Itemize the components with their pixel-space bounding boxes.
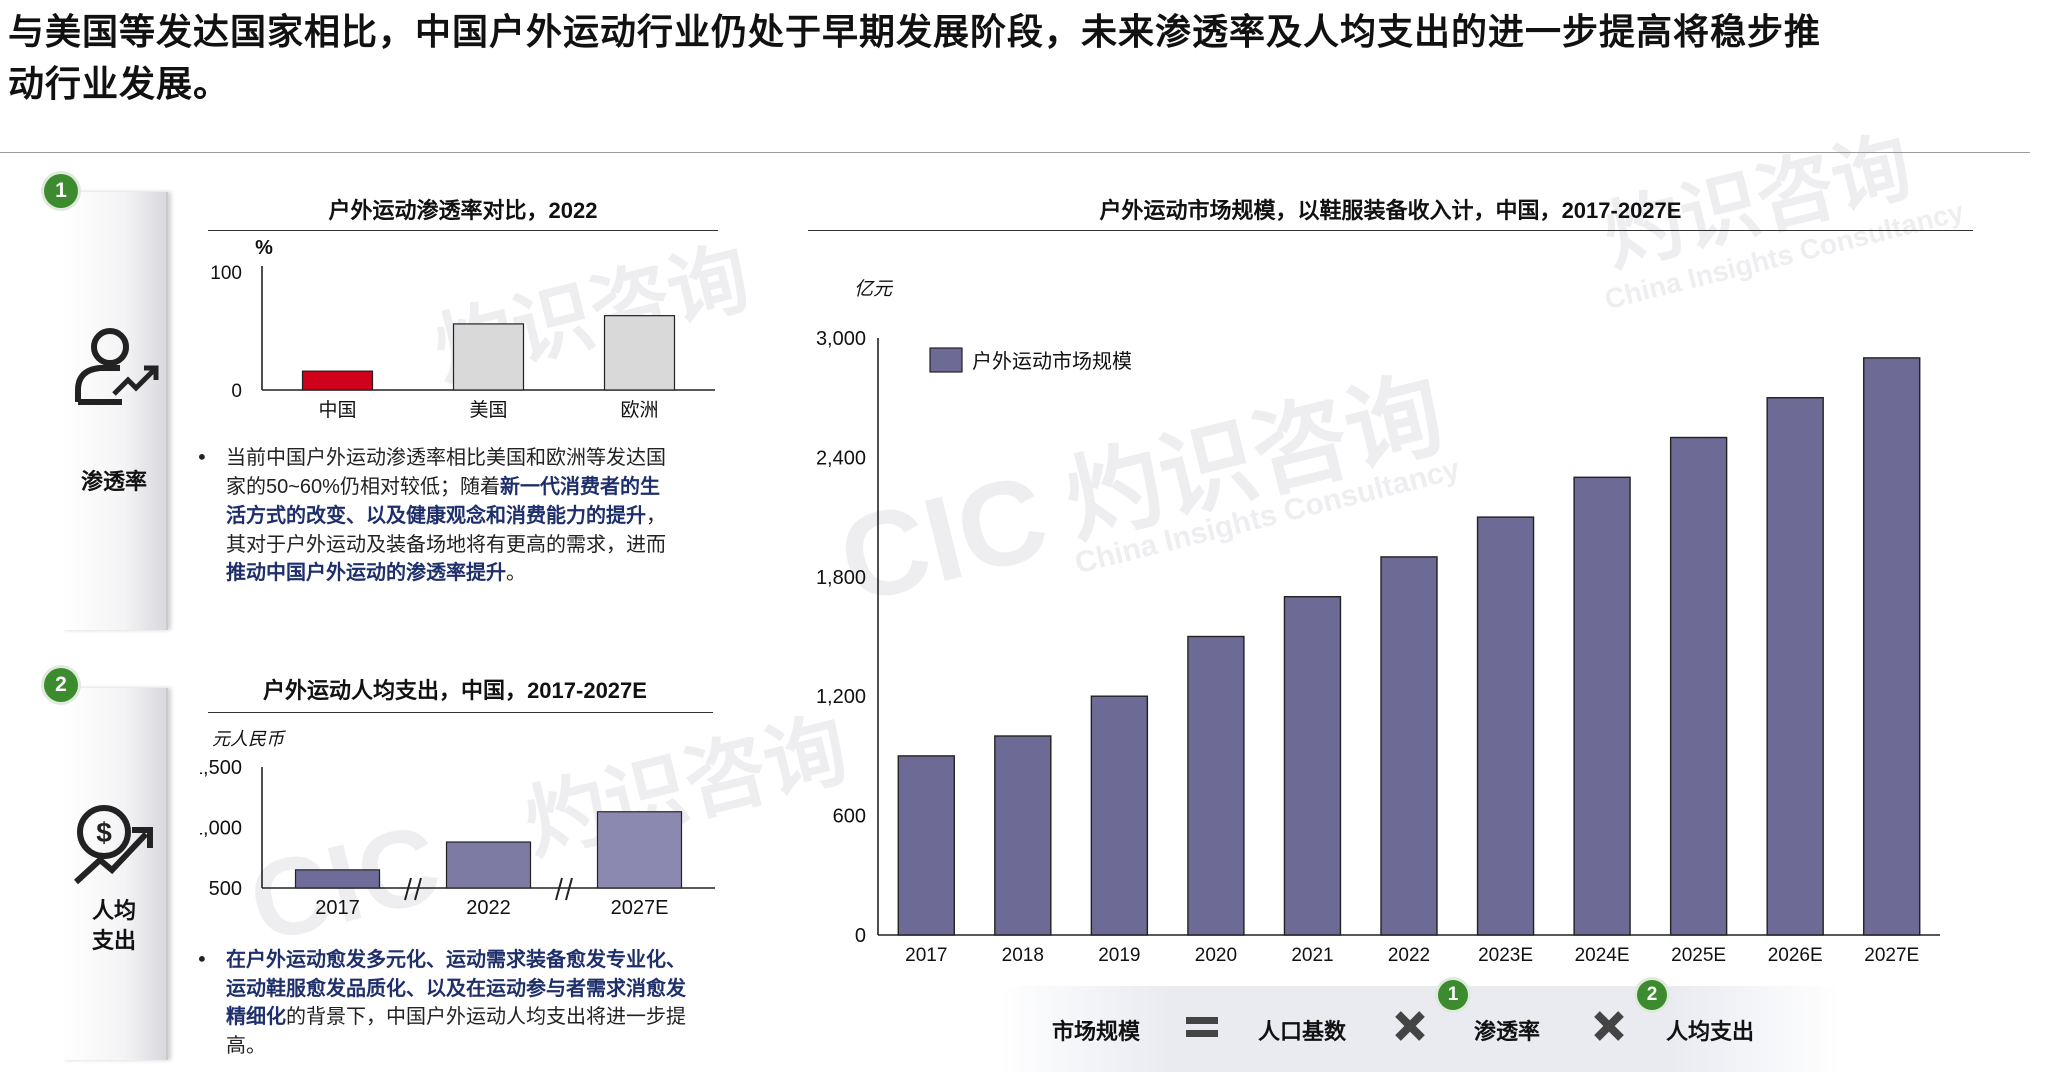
market-x-label: 2024E [1575, 945, 1630, 966]
tab-per-capita-label-line2: 支出 [91, 928, 136, 954]
market-x-label: 2026E [1768, 945, 1823, 966]
market-size-formula: 市场规模 人口基数 1 渗透率 2 人均支出 [1000, 980, 1840, 1072]
market-x-label: 2020 [1195, 945, 1237, 966]
market-legend-swatch [929, 347, 963, 373]
per-capita-y-tick: 1,500 [200, 757, 242, 779]
market-bar [1476, 516, 1535, 936]
penetration-y-tick: 100 [210, 263, 242, 284]
market-y-unit: 亿元 [854, 279, 894, 300]
per-capita-x-label: 2017 [315, 897, 360, 919]
market-bar [1669, 436, 1728, 936]
formula-penetration-badge: 1 [1438, 980, 1468, 1010]
multiply-icon [1593, 1010, 1625, 1046]
formula-penetration: 渗透率 [1474, 1019, 1541, 1045]
headline-divider [0, 152, 2030, 153]
market-bar [897, 755, 955, 936]
market-x-label: 2022 [1388, 945, 1430, 966]
per-capita-x-label: 2022 [466, 897, 511, 919]
penetration-bullet: • 当前中国户外运动渗透率相比美国和欧洲等发达国家的50~60%仍相对较低；随着… [196, 445, 666, 584]
market-chart-title: 户外运动市场规模，以鞋服装备收入计，中国，2017-2027E [808, 193, 1973, 225]
penetration-title-rule [208, 230, 718, 231]
market-bar [1283, 596, 1342, 936]
penetration-bar [603, 315, 676, 391]
market-x-label: 2017 [905, 945, 947, 966]
formula-market: 市场规模 [1052, 1019, 1141, 1045]
market-legend-label: 户外运动市场规模 [972, 350, 1132, 373]
tab-penetration-label: 渗透率 [80, 469, 147, 495]
per-capita-y-unit: 元人民币 [212, 729, 286, 749]
axis-break-icon [404, 877, 422, 901]
tab-penetration: 渗透率 [62, 192, 168, 630]
market-y-tick: 600 [833, 806, 866, 828]
per-capita-bar [445, 841, 532, 889]
market-bar [1573, 476, 1631, 936]
market-x-label: 2021 [1291, 945, 1333, 966]
tab-penetration-badge: 1 [44, 174, 78, 208]
headline-line-1: 与美国等发达国家相比，中国户外运动行业仍处于早期发展阶段，未来渗透率及人均支出的… [8, 11, 1822, 53]
per-capita-y-tick: 1,000 [200, 818, 242, 840]
per-capita-x-label: 2027E [611, 897, 669, 919]
market-title-year: 2017-2027E [1561, 198, 1682, 223]
per-capita-title-year: 2017-2027E [527, 678, 647, 703]
market-y-tick: 1,200 [816, 686, 866, 708]
penetration-chart-title: 户外运动渗透率对比，2022 [208, 193, 718, 225]
market-y-tick: 1,800 [816, 567, 866, 589]
penetration-bar [301, 370, 374, 391]
equals-icon [1185, 1010, 1219, 1048]
per-capita-title-text: 户外运动人均支出，中国， [263, 678, 528, 704]
market-x-label: 2023E [1478, 945, 1533, 966]
svg-text:$: $ [96, 817, 112, 848]
market-bar [1766, 396, 1824, 936]
penetration-x-label: 中国 [318, 399, 356, 421]
multiply-icon [1394, 1010, 1426, 1046]
tab-per-capita-spend: $ 人均 支出 [62, 688, 168, 1060]
market-bar [994, 735, 1052, 936]
market-y-tick: 0 [855, 925, 866, 947]
person-growth-icon [70, 322, 160, 416]
penetration-title-text: 户外运动渗透率对比， [328, 198, 549, 224]
money-growth-icon: $ [70, 798, 160, 892]
market-bar [1863, 357, 1921, 936]
per-capita-chart-title: 户外运动人均支出，中国，2017-2027E [200, 673, 710, 705]
penetration-bar [452, 323, 525, 391]
tab-per-capita-label: 人均 支出 [62, 896, 166, 956]
formula-population: 人口基数 [1258, 1019, 1347, 1045]
formula-spend-badge: 2 [1637, 980, 1667, 1010]
market-chart: 亿元 0 600 1,200 1,800 2,400 3,000 2017 2018 2019 20… [816, 279, 1940, 966]
market-title-rule [808, 230, 1973, 231]
per-capita-title-rule [208, 712, 713, 713]
market-bar [1090, 695, 1149, 936]
tab-per-capita-badge: 2 [44, 668, 78, 702]
formula-spend: 人均支出 [1666, 1019, 1755, 1045]
per-capita-bullet: • 在户外运动愈发多元化、运动需求装备愈发专业化、运动鞋服愈发品质化、以及在运动… [196, 947, 686, 1057]
penetration-y-unit: % [255, 237, 273, 259]
headline-line-2: 动行业发展。 [8, 63, 231, 105]
penetration-x-label: 欧洲 [620, 399, 658, 421]
penetration-title-year: 2022 [548, 198, 598, 223]
market-title-text: 户外运动市场规模，以鞋服装备收入计，中国， [1099, 198, 1562, 224]
page-headline: 与美国等发达国家相比，中国户外运动行业仍处于早期发展阶段，未来渗透率及人均支出的… [8, 6, 2038, 110]
market-x-label: 2019 [1098, 945, 1140, 966]
per-capita-y-tick: 500 [209, 878, 242, 900]
tab-per-capita-label-line1: 人均 [91, 898, 136, 924]
penetration-x-label: 美国 [469, 399, 507, 421]
penetration-chart: % 0 100 中国 美国 欧洲 [210, 237, 715, 421]
market-x-label: 2025E [1671, 945, 1726, 966]
market-y-tick: 3,000 [816, 328, 866, 350]
market-x-label: 2027E [1864, 945, 1919, 966]
market-x-label: 2018 [1002, 945, 1044, 966]
market-bar [1380, 556, 1438, 936]
axis-break-icon [555, 877, 573, 901]
market-bar [1187, 635, 1245, 936]
per-capita-chart: 元人民币 500 1,000 1,500 2017 2022 2027E [200, 729, 715, 919]
per-capita-bar [596, 811, 683, 889]
per-capita-bar [294, 869, 381, 889]
market-y-tick: 2,400 [816, 447, 866, 469]
penetration-y-tick: 0 [231, 381, 242, 402]
